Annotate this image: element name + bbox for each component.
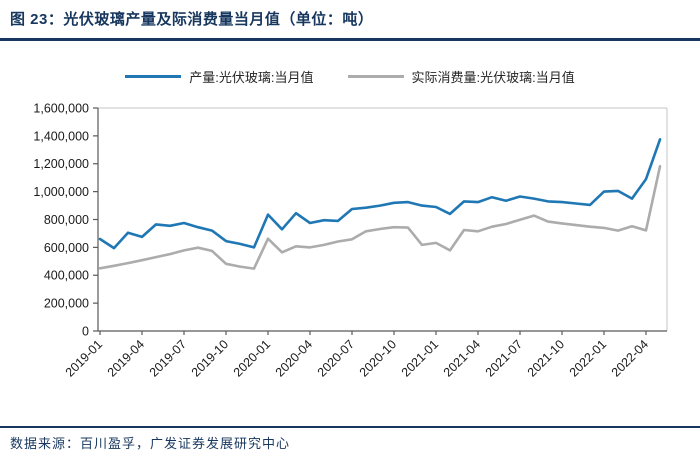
legend-item-production: 产量:光伏玻璃:当月值	[125, 67, 314, 86]
x-tick-label: 2021-10	[525, 337, 567, 379]
x-tick-label: 2019-07	[147, 337, 189, 379]
x-tick-label: 2022-01	[567, 337, 609, 379]
footer-separator-rule	[0, 426, 700, 428]
y-tick-label: 1,600,000	[33, 101, 89, 115]
consumption-legend-label: 实际消费量:光伏玻璃:当月值	[411, 69, 575, 85]
production-series-line	[98, 138, 662, 250]
x-tick-label: 2021-07	[483, 337, 525, 379]
figure-title: 图 23：光伏玻璃产量及际消费量当月值（单位：吨）	[10, 11, 374, 28]
x-tick-label: 2019-04	[105, 337, 147, 379]
consumption-line-swatch	[347, 74, 404, 78]
production-legend-label: 产量:光伏玻璃:当月值	[189, 69, 314, 85]
x-tick-label: 2021-04	[441, 337, 483, 379]
x-tick-label: 2020-04	[273, 337, 315, 379]
y-tick-label: 1,000,000	[33, 185, 89, 199]
line-chart: 0 200,000 400,000 600,000 800,000 1,000,000 1,…	[33, 101, 668, 380]
production-line-swatch	[125, 74, 182, 78]
x-tick-label: 2020-01	[231, 337, 273, 379]
y-tick-label: 400,000	[44, 269, 89, 283]
chart-legend: 产量:光伏玻璃:当月值 实际消费量:光伏玻璃:当月值	[0, 66, 700, 86]
y-tick-label: 1,200,000	[33, 157, 89, 171]
y-tick-label: 1,400,000	[33, 129, 89, 143]
y-tick-label: 200,000	[44, 297, 89, 311]
x-tick-label: 2020-10	[357, 337, 399, 379]
y-tick-label: 800,000	[44, 213, 89, 227]
consumption-series-line	[98, 165, 662, 270]
x-tick-label: 2020-07	[315, 337, 357, 379]
x-tick-label: 2019-01	[63, 337, 105, 379]
x-tick-label: 2022-04	[609, 337, 651, 379]
x-tick-label: 2021-01	[399, 337, 441, 379]
y-tick-label: 600,000	[44, 241, 89, 255]
data-source-note: 数据来源：百川盈孚，广发证券发展研究中心	[10, 436, 291, 451]
x-tick-label: 2019-10	[189, 337, 231, 379]
legend-item-consumption: 实际消费量:光伏玻璃:当月值	[347, 67, 575, 86]
y-tick-label: 0	[82, 324, 89, 338]
title-separator-rule	[0, 38, 700, 41]
